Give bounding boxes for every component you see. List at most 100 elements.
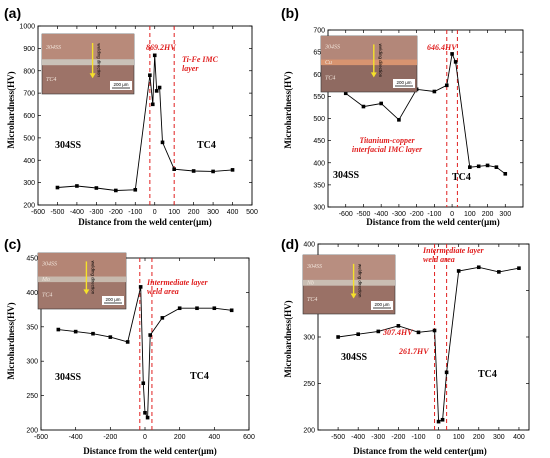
chart-panel-d: (d) Microhardness(HV) Distance from the … <box>275 229 550 458</box>
ylabel-a: Microhardness(HV) <box>6 71 16 148</box>
data-point-a-8 <box>154 89 159 93</box>
x-tick-label-b-3: -300 <box>392 211 406 218</box>
y-tick-label-c-1: 250 <box>26 393 38 400</box>
x-tick-label-a-4: -200 <box>109 209 123 216</box>
data-point-c-13 <box>212 306 217 311</box>
scale-bar-box-d <box>371 301 393 310</box>
data-point-c-2 <box>91 331 95 336</box>
y-tick-label-c-5: 450 <box>26 256 38 263</box>
x-tick-label-c-1: -400 <box>69 434 83 441</box>
chart-b-svg: (b) Microhardness(HV) Distance from the … <box>281 5 524 227</box>
data-point-b-13 <box>503 172 508 176</box>
y-tick-label-b-6: 600 <box>313 72 325 79</box>
y-tick-label-d-2: 300 <box>303 335 315 342</box>
welding-direction-arrowhead-b <box>370 72 377 78</box>
data-point-a-14 <box>230 168 235 172</box>
inset-label-c-0: 304SS <box>41 260 57 267</box>
scale-bar-box-a <box>110 81 132 90</box>
welding-direction-label-c: welding direction <box>90 261 95 295</box>
y-tick-label-d-4: 400 <box>303 242 315 249</box>
material-left-c: 304SS <box>55 372 82 383</box>
data-point-b-11 <box>485 163 490 168</box>
peak-value-label-a: 869.2HV <box>146 43 176 52</box>
x-tick-label-d-9: 400 <box>513 434 525 441</box>
scale-bar-box-b <box>393 79 415 88</box>
data-point-b-10 <box>476 164 481 169</box>
x-tick-label-d-0: -500 <box>331 434 345 441</box>
inset-interlayer-band-d <box>303 279 395 286</box>
annotation-line-c-1: weld area <box>147 287 179 296</box>
x-tick-label-d-5: 0 <box>437 434 441 441</box>
annotation-line-b-1: interfacial IMC layer <box>352 145 423 154</box>
y-tick-label-b-0: 300 <box>313 205 325 212</box>
data-point-b-12 <box>494 165 499 169</box>
data-point-b-8 <box>453 60 458 64</box>
data-point-d-1 <box>356 332 360 337</box>
data-point-c-11 <box>177 306 182 311</box>
ylabel-d: Microhardness(HV) <box>283 300 293 377</box>
x-tick-label-b-0: -600 <box>339 211 353 218</box>
x-tick-label-d-2: -300 <box>371 434 385 441</box>
ylabel-b: Microhardness(HV) <box>283 71 293 148</box>
chart-d-svg: (d) Microhardness(HV) Distance from the … <box>281 236 530 456</box>
inset-label-d-1: Nb <box>306 281 314 287</box>
data-point-b-6 <box>444 83 449 88</box>
data-point-d-3 <box>396 324 401 328</box>
x-tick-label-b-7: 100 <box>464 211 476 218</box>
x-tick-label-d-6: 100 <box>453 434 465 441</box>
data-point-b-3 <box>397 118 401 122</box>
data-point-d-7 <box>440 417 445 422</box>
y-tick-label-a-5: 700 <box>23 91 35 98</box>
data-point-a-12 <box>191 169 196 173</box>
material-right-c: TC4 <box>190 371 209 382</box>
panel-label-a: (a) <box>4 5 21 21</box>
annotation-line-c-0: Intermediate layer <box>146 278 209 287</box>
data-point-a-6 <box>150 102 155 107</box>
xlabel-c: Distance from the weld center(μm) <box>83 446 216 456</box>
data-point-c-6 <box>141 381 146 386</box>
x-tick-label-b-6: 0 <box>450 211 454 218</box>
x-tick-label-a-8: 200 <box>188 209 200 216</box>
y-tick-label-b-7: 650 <box>313 50 325 57</box>
data-point-c-10 <box>160 316 165 320</box>
data-point-a-5 <box>148 73 152 78</box>
x-tick-label-c-6: 600 <box>243 434 255 441</box>
inset-label-b-1: Cu <box>325 60 332 66</box>
y-tick-label-a-0: 200 <box>23 203 35 210</box>
chart-panel-c: (c) Microhardness(HV) Distance from the … <box>0 229 275 458</box>
y-tick-label-b-1: 350 <box>313 182 325 189</box>
y-tick-label-c-3: 350 <box>26 324 38 331</box>
y-tick-label-a-3: 500 <box>23 135 35 142</box>
data-point-d-4 <box>416 330 421 335</box>
data-point-a-1 <box>75 184 79 188</box>
inset-label-d-2: TC4 <box>307 296 317 303</box>
y-tick-label-a-2: 400 <box>23 158 35 165</box>
data-point-a-10 <box>160 140 165 145</box>
x-tick-label-a-3: -300 <box>89 209 103 216</box>
xlabel-d: Distance from the weld center(μm) <box>353 446 486 456</box>
ylabel-c: Microhardness(HV) <box>6 302 16 379</box>
xlabel-a: Distance from the weld center(μm) <box>78 217 211 227</box>
peak-value-label-d: 307.4HV <box>382 328 413 337</box>
welding-direction-arrowhead-d <box>350 293 357 299</box>
material-left-d: 304SS <box>341 352 368 363</box>
y-tick-label-b-8: 700 <box>313 28 325 35</box>
data-point-d-8 <box>444 370 449 375</box>
data-point-d-0 <box>336 335 340 339</box>
x-tick-label-b-4: -200 <box>410 211 424 218</box>
scale-bar-label-c: 200 μm <box>105 297 120 302</box>
y-tick-label-a-8: 1000 <box>19 24 35 31</box>
welding-direction-arrowhead-c <box>83 289 90 295</box>
data-point-b-5 <box>432 89 437 94</box>
x-tick-label-b-9: 300 <box>499 211 511 218</box>
data-point-b-9 <box>468 165 472 169</box>
data-point-b-1 <box>361 104 366 109</box>
x-tick-label-a-1: -500 <box>50 209 64 216</box>
y-tick-label-c-2: 300 <box>26 359 38 366</box>
annotation-line-a-0: Ti-Fe IMC <box>182 55 219 64</box>
inset-interlayer-band-c <box>38 276 126 283</box>
y-tick-label-b-5: 550 <box>313 94 325 101</box>
scale-bar-label-d: 200 μm <box>374 302 389 307</box>
data-point-c-4 <box>125 340 130 344</box>
y-tick-label-a-1: 300 <box>23 180 35 187</box>
